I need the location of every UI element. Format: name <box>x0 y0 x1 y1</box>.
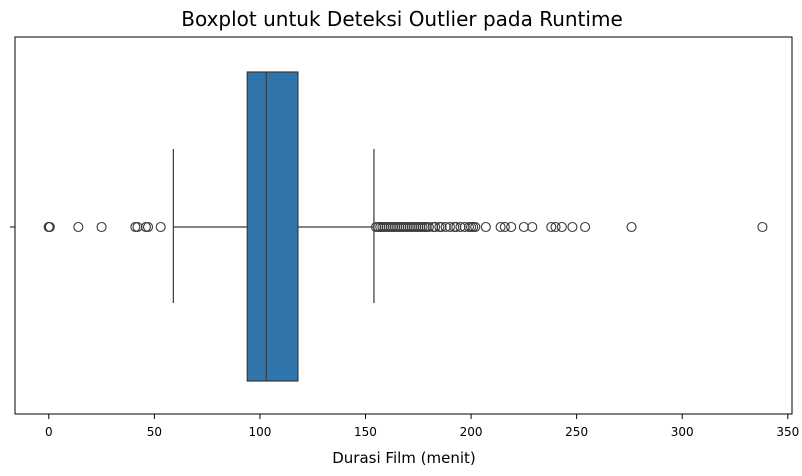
x-tick-label: 100 <box>248 425 271 439</box>
x-tick-label: 250 <box>565 425 588 439</box>
plot-frame <box>14 36 793 415</box>
outlier-point <box>757 221 768 233</box>
outlier-point <box>567 221 578 233</box>
x-tick-label: 350 <box>776 425 799 439</box>
outlier-point <box>155 221 166 233</box>
x-axis: 0 50 100 150 200 250 300 350 <box>45 414 799 439</box>
outlier-point <box>495 221 506 233</box>
outlier-point <box>96 221 107 233</box>
outlier-point <box>556 221 567 233</box>
iqr-box <box>246 71 299 382</box>
chart-title: Boxplot untuk Deteksi Outlier pada Runti… <box>181 7 623 31</box>
outlier-point <box>132 221 143 233</box>
outlier-point <box>451 221 462 233</box>
outlier-point <box>518 221 529 233</box>
outlier-point <box>499 221 510 233</box>
outlier-point <box>423 221 434 233</box>
outlier-point <box>142 221 154 233</box>
outlier-point <box>459 221 470 233</box>
outlier-point <box>130 221 141 233</box>
outlier-point <box>480 221 491 233</box>
outlier-group <box>43 221 768 233</box>
outlier-point <box>444 221 456 233</box>
outlier-point <box>455 221 466 233</box>
outlier-point <box>626 221 637 233</box>
outlier-point <box>430 221 441 233</box>
outlier-point <box>73 221 84 233</box>
outlier-point <box>527 221 538 233</box>
outlier-point <box>580 221 591 233</box>
outlier-point <box>550 221 561 233</box>
outlier-point <box>44 221 55 233</box>
x-tick-label: 150 <box>354 425 377 439</box>
x-tick-label: 50 <box>147 425 162 439</box>
outlier-point <box>546 221 557 233</box>
box-group <box>172 71 375 382</box>
x-tick-label: 0 <box>45 425 53 439</box>
outlier-point <box>140 221 151 233</box>
outlier-point <box>506 221 517 233</box>
outlier-point <box>436 221 447 233</box>
outlier-point <box>440 221 451 233</box>
x-axis-label: Durasi Film (menit) <box>332 449 476 467</box>
x-tick-label: 300 <box>671 425 694 439</box>
x-tick-label: 200 <box>460 425 483 439</box>
outlier-point <box>470 221 481 233</box>
